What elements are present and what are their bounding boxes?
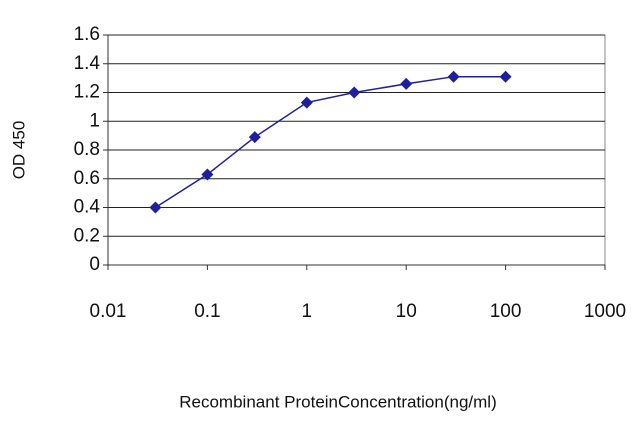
series-line — [155, 75, 506, 209]
y-tick-label: 0.4 — [74, 197, 101, 218]
y-tick-label: 1 — [89, 110, 100, 131]
x-tick-label: 0.1 — [194, 301, 220, 322]
y-tick-label: 0 — [89, 254, 100, 275]
data-point — [348, 86, 361, 99]
data-point — [300, 96, 313, 109]
x-tick-label: 0.01 — [90, 301, 127, 322]
data-point — [499, 70, 512, 83]
x-tick-label: 10 — [396, 301, 417, 322]
y-tick-label: 0.2 — [74, 225, 100, 246]
x-axis-title: Recombinant ProteinConcentration(ng/ml) — [179, 392, 497, 411]
data-point — [447, 70, 460, 83]
y-tick-label: 1.4 — [74, 53, 101, 74]
y-axis-title: OD 450 — [9, 121, 28, 180]
y-tick-label: 1.6 — [74, 24, 100, 45]
data-point — [201, 168, 214, 181]
data-point — [149, 201, 162, 214]
x-tick-label: 1000 — [584, 301, 626, 322]
y-tick-label: 0.6 — [74, 168, 100, 189]
y-tick-label: 1.2 — [74, 82, 100, 103]
x-tick-label: 100 — [490, 301, 522, 322]
data-point — [248, 131, 261, 144]
x-tick-label: 1 — [302, 301, 313, 322]
y-tick-label: 0.8 — [74, 139, 100, 160]
data-point — [400, 77, 413, 90]
